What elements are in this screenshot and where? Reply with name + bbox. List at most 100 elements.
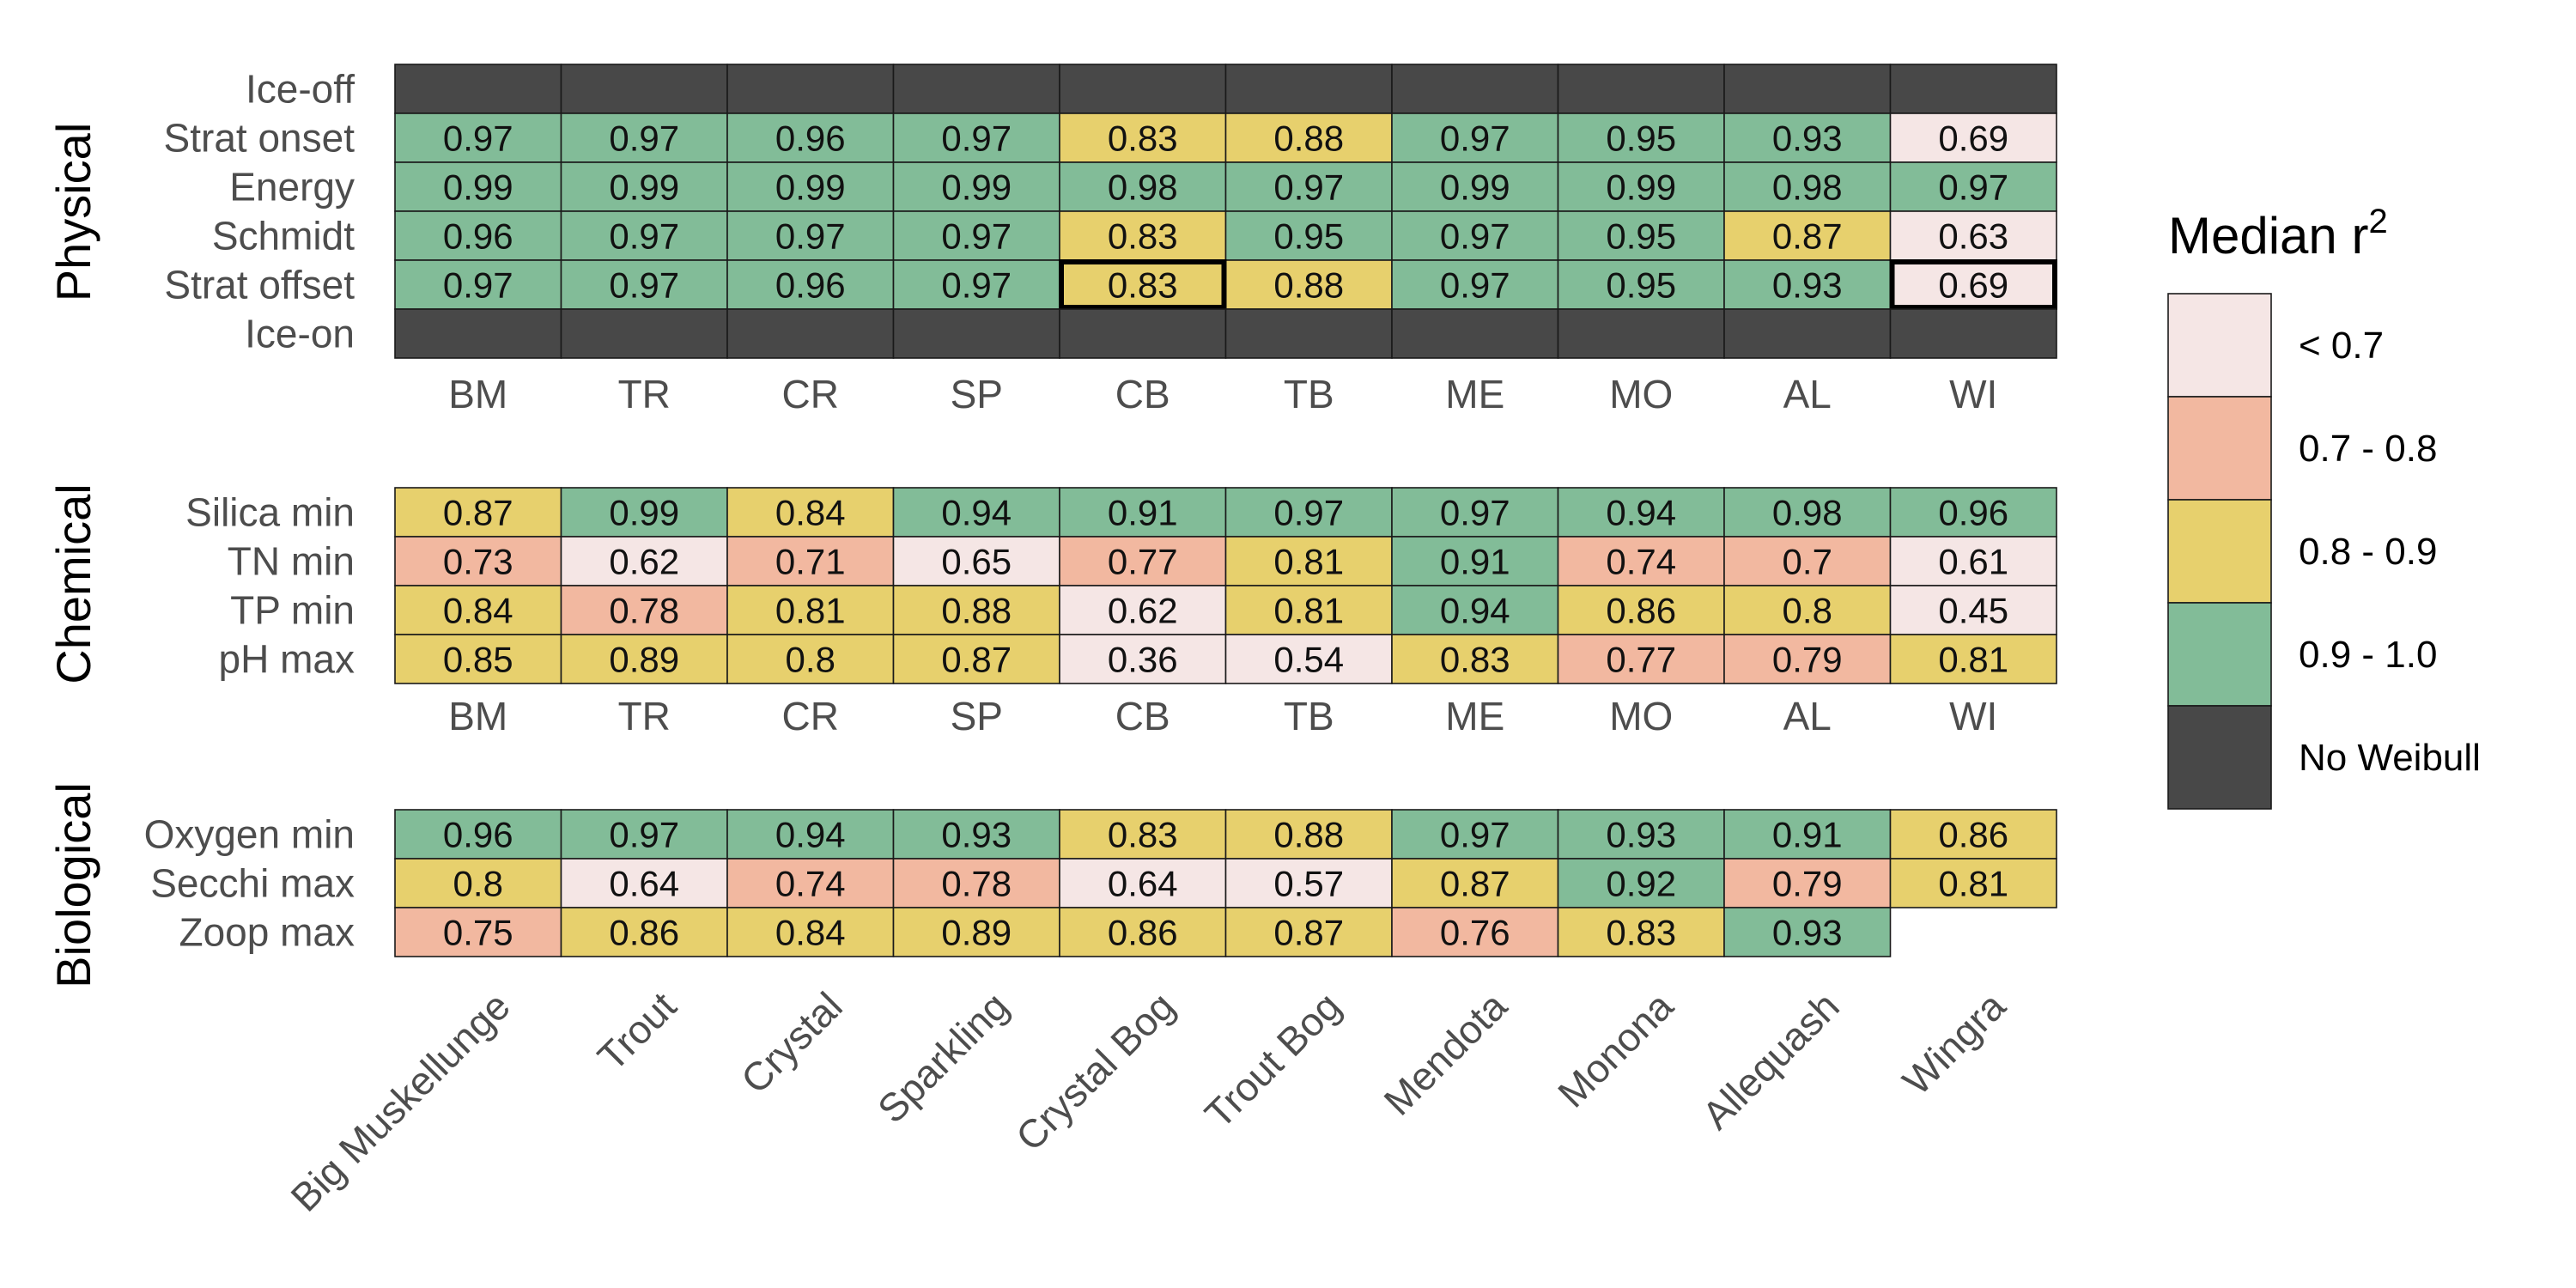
cell-value-label: 0.87 <box>1273 913 1344 953</box>
cell-value-label: 0.91 <box>1440 542 1510 582</box>
heatmap-cell <box>1889 161 2057 212</box>
cell-value-label: 0.81 <box>775 591 846 631</box>
lake-name-label: Big Muskellunge <box>282 983 518 1219</box>
heatmap-cell <box>726 112 895 163</box>
cell-value-label: 0.97 <box>443 118 513 159</box>
cell-value-label: 0.89 <box>941 913 1012 953</box>
cell-value-label: 0.95 <box>1273 216 1344 257</box>
cell-value-label: 0.95 <box>1606 118 1676 159</box>
heatmap-cell <box>394 259 562 310</box>
cell-value-label: 0.76 <box>1440 913 1510 953</box>
cell-value-label: 0.63 <box>1938 216 2008 257</box>
column-label: BM <box>448 372 507 416</box>
column-label: MO <box>1609 372 1673 416</box>
cell-value-label: 0.89 <box>609 640 679 680</box>
heatmap-cell <box>1557 112 1725 163</box>
heatmap-cell <box>1557 487 1725 538</box>
cell-value-label: 0.83 <box>1606 913 1676 953</box>
heatmap-cell <box>1889 112 2057 163</box>
group-label: Chemical <box>46 483 100 683</box>
column-label: ME <box>1445 694 1504 738</box>
row-label: Energy <box>229 165 355 210</box>
heatmap-cell <box>1889 308 2057 359</box>
heatmap-cell <box>1557 161 1725 212</box>
heatmap-cell <box>1224 809 1393 860</box>
cell-value-label: 0.96 <box>443 216 513 257</box>
heatmap-cell <box>1224 259 1393 310</box>
cell-value-label: 0.91 <box>1108 493 1178 533</box>
cell-value-label: 0.75 <box>443 913 513 953</box>
cell-value-label: 0.98 <box>1108 167 1178 208</box>
row-label: Zoop max <box>179 910 355 955</box>
heatmap-cell <box>892 487 1060 538</box>
cell-value-label: 0.88 <box>1273 118 1344 159</box>
heatmap-cell <box>1059 907 1227 957</box>
cell-value-label: 0.95 <box>1606 216 1676 257</box>
cell-value-label: 0.97 <box>609 118 679 159</box>
cell-value-label: 0.94 <box>1606 493 1676 533</box>
group-label: Physical <box>46 123 100 302</box>
legend-entry-label: < 0.7 <box>2299 325 2384 367</box>
cell-value-label: 0.97 <box>1440 118 1510 159</box>
heatmap-cell <box>1059 308 1227 359</box>
cell-value-label: 0.36 <box>1108 640 1178 680</box>
cell-value-label: 0.83 <box>1108 265 1178 306</box>
cell-value-label: 0.97 <box>1938 167 2008 208</box>
row-label: Ice-on <box>245 312 355 356</box>
legend-swatch <box>2167 396 2272 501</box>
heatmap-cell <box>394 858 562 908</box>
cell-value-label: 0.86 <box>1938 815 2008 855</box>
heatmap-cell <box>1391 536 1559 586</box>
cell-value-label: 0.62 <box>609 542 679 582</box>
lake-name-label: Crystal Bog <box>1007 983 1183 1159</box>
cell-value-label: 0.87 <box>1440 864 1510 904</box>
cell-value-label: 0.99 <box>609 493 679 533</box>
heatmap-cell <box>1557 858 1725 908</box>
cell-value-label: 0.8 <box>1783 591 1832 631</box>
cell-value-label: 0.97 <box>1440 815 1510 855</box>
cell-value-label: 0.95 <box>1606 265 1676 306</box>
cell-value-label: 0.84 <box>775 493 846 533</box>
heatmap-cell <box>892 858 1060 908</box>
heatmap-cell <box>1723 809 1892 860</box>
highlight-cell-outline <box>1889 259 2057 310</box>
column-label: CB <box>1115 372 1170 416</box>
legend-swatch <box>2167 705 2272 810</box>
heatmap-cell <box>1224 536 1393 586</box>
heatmap-cell <box>1391 585 1559 635</box>
cell-value-label: 0.65 <box>941 542 1012 582</box>
column-label: BM <box>448 694 507 738</box>
cell-value-label: 0.99 <box>1606 167 1676 208</box>
heatmap-cell <box>1723 210 1892 261</box>
heatmap-cell <box>1391 858 1559 908</box>
heatmap-cell <box>1391 308 1559 359</box>
heatmap-cell <box>560 487 728 538</box>
cell-value-label: 0.97 <box>941 216 1012 257</box>
heatmap-cell <box>892 161 1060 212</box>
column-label: MO <box>1609 694 1673 738</box>
heatmap-cell <box>892 64 1060 114</box>
heatmap-cell <box>1224 487 1393 538</box>
heatmap-cell <box>1059 585 1227 635</box>
heatmap-cell <box>1557 634 1725 684</box>
heatmap-cell <box>1224 858 1393 908</box>
column-label: WI <box>1949 694 1997 738</box>
column-label: WI <box>1949 372 1997 416</box>
cell-value-label: 0.87 <box>1772 216 1843 257</box>
cell-value-label: 0.7 <box>1783 542 1832 582</box>
cell-value-label: 0.81 <box>1938 640 2008 680</box>
cell-value-label: 0.88 <box>1273 815 1344 855</box>
row-label: pH max <box>219 637 355 682</box>
cell-value-label: 0.94 <box>941 493 1012 533</box>
column-label: CB <box>1115 694 1170 738</box>
cell-value-label: 0.86 <box>609 913 679 953</box>
heatmap-cell <box>726 809 895 860</box>
heatmap-cell <box>1224 112 1393 163</box>
lake-name-label: Sparkling <box>869 983 1017 1131</box>
cell-value-label: 0.97 <box>609 815 679 855</box>
legend-entry-label: 0.9 - 1.0 <box>2299 634 2437 676</box>
cell-value-label: 0.77 <box>1606 640 1676 680</box>
cell-value-label: 0.97 <box>1440 216 1510 257</box>
legend-swatch <box>2167 499 2272 604</box>
